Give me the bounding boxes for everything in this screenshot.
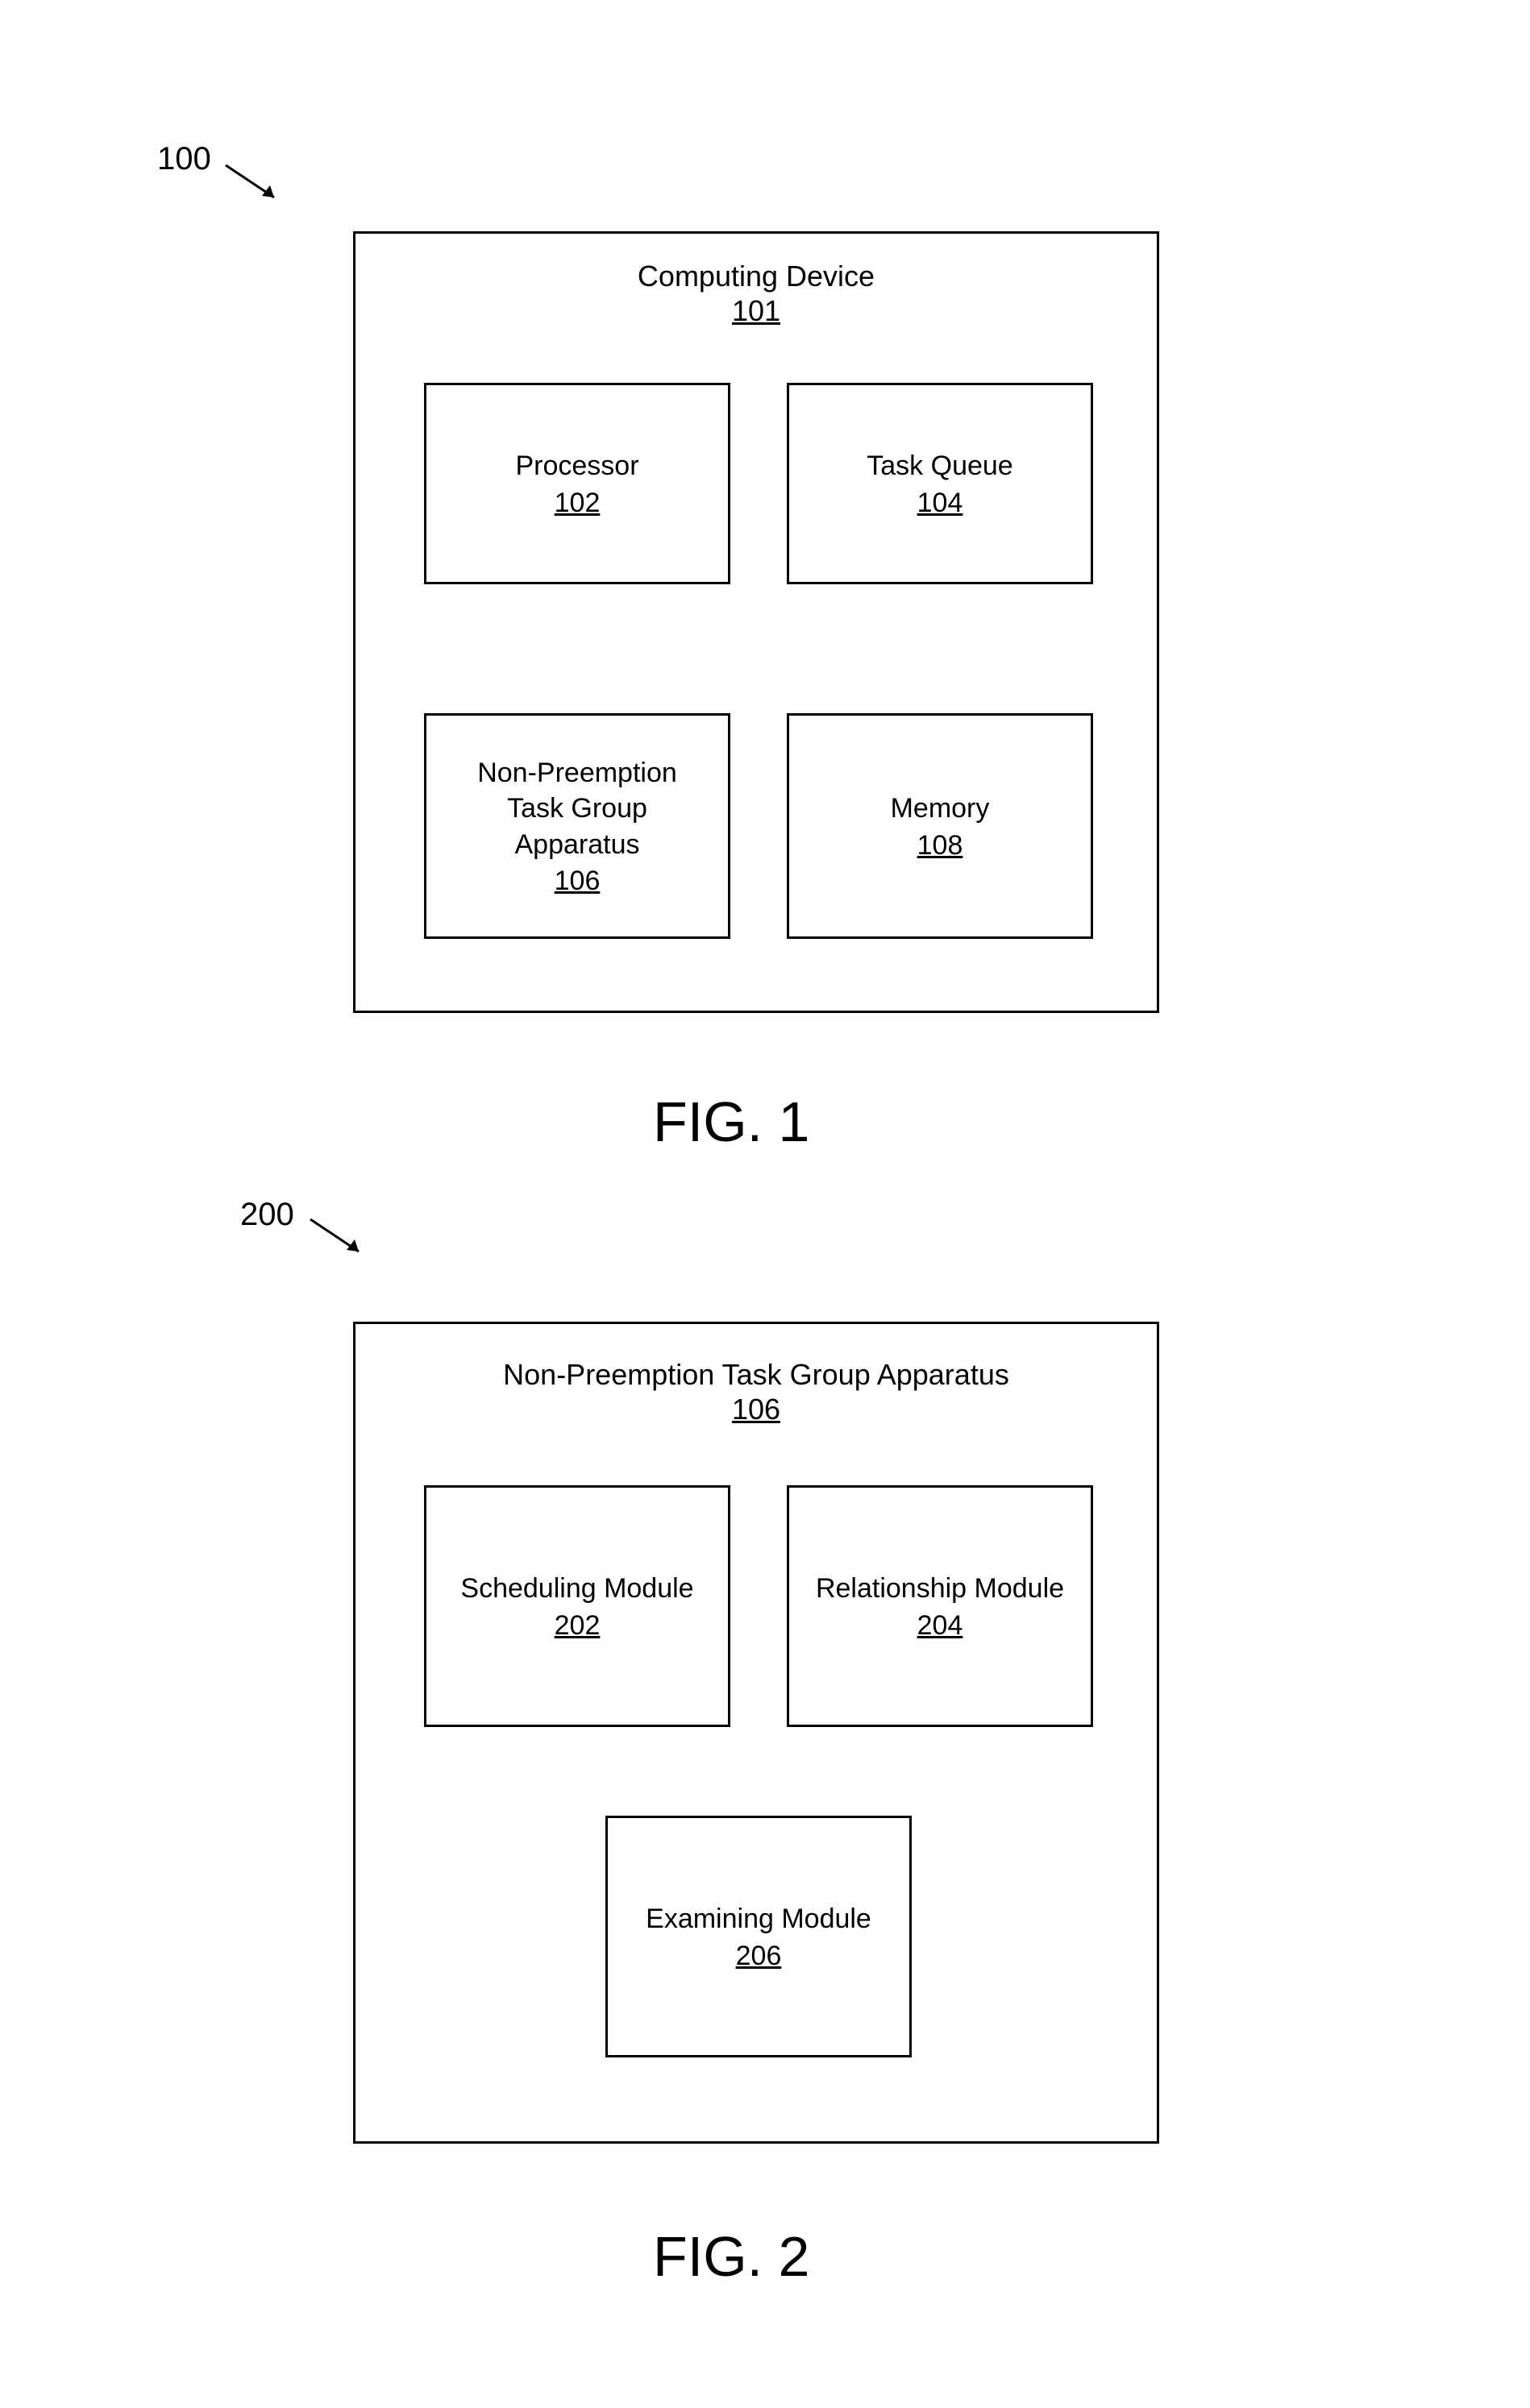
fig1-container-title: Computing Device [355,258,1157,296]
fig1-container-number: 101 [355,294,1157,328]
fig2-relationship-box: Relationship Module 204 [787,1485,1093,1727]
figure1-ref-arrow [222,161,302,218]
fig2-examining-number: 206 [736,1941,782,1972]
fig1-processor-number: 102 [555,488,601,519]
fig1-taskqueue-title: Task Queue [867,448,1012,484]
fig1-memory-number: 108 [917,830,963,861]
fig1-processor-box: Processor 102 [424,383,730,584]
fig1-container-box: Computing Device 101 Processor 102 Task … [353,231,1159,1013]
fig1-processor-title: Processor [515,448,638,484]
fig2-container-number: 106 [355,1393,1157,1426]
fig2-examining-box: Examining Module 206 [605,1816,912,2057]
fig2-container-title: Non-Preemption Task Group Apparatus [355,1356,1157,1394]
fig2-relationship-number: 204 [917,1610,963,1642]
fig2-scheduling-title: Scheduling Module [460,1571,693,1606]
figure1-ref-label: 100 [157,141,211,177]
figure2-ref-label: 200 [240,1197,294,1233]
figure2-ref-arrow [306,1215,387,1272]
fig2-caption: FIG. 2 [653,2224,809,2289]
fig1-caption: FIG. 1 [653,1090,809,1154]
fig1-taskqueue-number: 104 [917,488,963,519]
fig2-examining-title: Examining Module [646,1901,871,1937]
fig1-nonpreemption-number: 106 [555,866,601,897]
fig2-container-box: Non-Preemption Task Group Apparatus 106 … [353,1322,1159,2144]
fig1-taskqueue-box: Task Queue 104 [787,383,1093,584]
fig2-scheduling-box: Scheduling Module 202 [424,1485,730,1727]
fig1-memory-box: Memory 108 [787,713,1093,939]
fig1-memory-title: Memory [891,791,990,826]
fig1-nonpreemption-box: Non-Preemption Task Group Apparatus 106 [424,713,730,939]
fig1-nonpreemption-title: Non-Preemption Task Group Apparatus [448,755,706,862]
fig2-scheduling-number: 202 [555,1610,601,1642]
fig2-relationship-title: Relationship Module [816,1571,1064,1606]
